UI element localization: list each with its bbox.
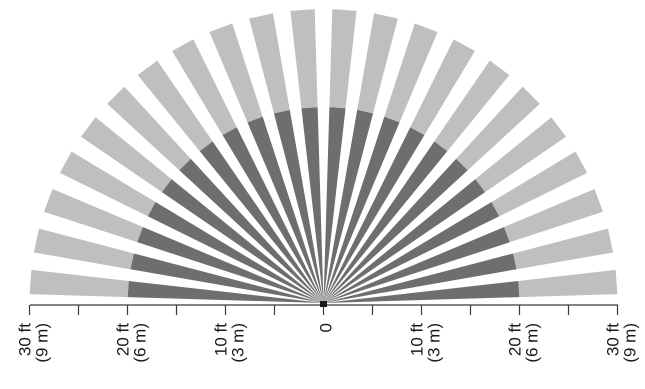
- axis-label: 0: [317, 323, 336, 332]
- segment-8-near-zone: [323, 127, 425, 303]
- segment-19-near-zone: [147, 202, 324, 303]
- segment-22-far-zone: [29, 269, 129, 298]
- segment-18-far-zone: [81, 117, 172, 193]
- segment-11-near-zone: [323, 107, 346, 303]
- segment-14-near-zone: [247, 116, 324, 304]
- segment-20-far-zone: [44, 188, 143, 243]
- segment-6-near-zone: [323, 158, 468, 303]
- segment-21-near-zone: [130, 253, 324, 303]
- segment-13-near-zone: [273, 109, 324, 303]
- axis-label: 10 ft(3 m): [212, 323, 248, 363]
- axis-label: 20 ft(6 m): [506, 323, 542, 363]
- axis-label: 30 ft(9 m): [16, 323, 52, 363]
- segment-21-far-zone: [33, 228, 134, 270]
- segment-15-near-zone: [222, 127, 324, 303]
- segment-1-far-zone: [518, 269, 618, 298]
- segment-4-far-zone: [491, 151, 588, 217]
- axis-ticks: [28, 305, 619, 315]
- segment-20-near-zone: [137, 226, 324, 303]
- segment-16-near-zone: [199, 141, 324, 303]
- fan-segments: [29, 9, 618, 304]
- segment-11-far-zone: [329, 9, 357, 109]
- segment-15-far-zone: [172, 39, 237, 136]
- axis-label: 20 ft(6 m): [114, 323, 150, 363]
- segment-10-near-zone: [323, 109, 374, 303]
- segment-4-near-zone: [323, 202, 500, 303]
- segment-9-far-zone: [384, 23, 438, 123]
- segment-19-far-zone: [59, 151, 156, 217]
- segment-10-far-zone: [357, 13, 398, 114]
- segment-3-far-zone: [504, 188, 603, 243]
- segment-17-near-zone: [179, 158, 324, 303]
- segment-2-far-zone: [513, 228, 614, 270]
- segment-3-near-zone: [323, 226, 510, 303]
- segment-16-far-zone: [137, 60, 213, 152]
- segment-12-far-zone: [290, 9, 318, 109]
- segment-7-far-zone: [434, 60, 510, 152]
- segment-17-far-zone: [107, 86, 191, 171]
- segment-6-far-zone: [456, 86, 540, 171]
- segment-5-far-zone: [475, 117, 566, 193]
- segment-9-near-zone: [323, 116, 400, 304]
- segment-7-near-zone: [323, 141, 448, 303]
- axis-label: 10 ft(3 m): [408, 323, 444, 363]
- segment-1-near-zone: [323, 280, 520, 303]
- segment-2-near-zone: [323, 253, 517, 303]
- segment-8-far-zone: [410, 39, 475, 136]
- axis-label: 30 ft(9 m): [604, 323, 640, 363]
- segment-13-far-zone: [249, 13, 290, 114]
- segment-22-near-zone: [127, 280, 324, 303]
- segment-5-near-zone: [323, 179, 486, 303]
- sensor-origin-marker: [320, 301, 327, 307]
- segment-14-far-zone: [209, 23, 263, 123]
- segment-12-near-zone: [301, 107, 324, 303]
- axis-labels: 30 ft(9 m) 20 ft(6 m) 10 ft(3 m) 0 10 ft(3 m…: [16, 323, 640, 363]
- segment-18-near-zone: [161, 179, 324, 303]
